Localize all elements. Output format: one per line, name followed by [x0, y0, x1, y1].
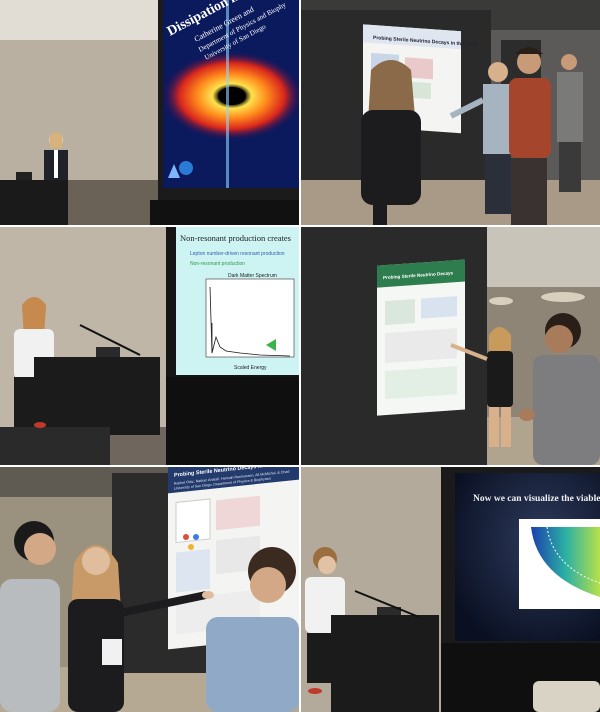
- podium: [34, 357, 160, 435]
- person-background: [557, 54, 583, 192]
- chart-title: Dark Matter Spectrum: [228, 273, 277, 279]
- person-red-sweater: [509, 47, 551, 225]
- photo-speaker-spectrum-slide: Non-resonant production creates Lepton n…: [0, 227, 299, 465]
- podium: [0, 180, 68, 225]
- ceiling-lights: [489, 292, 585, 305]
- photo-poster-presenter-woman: Probing Sterile Neutrino Decays in the E…: [0, 467, 299, 712]
- slide-bullet-2: Non-resonant production: [190, 261, 245, 267]
- green-arrow-icon: [266, 339, 276, 351]
- poster-title: Probing Sterile Neutrino Decays: [383, 270, 454, 280]
- speaker-figure: [305, 547, 345, 683]
- person-presenter-woman: [450, 327, 513, 447]
- photo-speaker-viable-models-slide: Now we can visualize the viable models: [301, 467, 600, 712]
- photo-poster-audience: Probing Sterile Neutrino Decays in the E…: [301, 0, 600, 225]
- speaker-figure: [44, 132, 68, 185]
- logo-seal: [179, 161, 193, 175]
- photo-green-poster-discussion: Probing Sterile Neutrino Decays: [301, 227, 600, 465]
- person-man-suit: [519, 313, 600, 465]
- name-badge: [102, 639, 122, 665]
- photo-speaker-black-hole-slide: Dissipation in Black Catherine Green and…: [0, 0, 299, 225]
- logo-mountain: [168, 164, 180, 178]
- spectrum-line: [209, 286, 291, 357]
- person-left-man: [0, 521, 60, 712]
- person-right-man: [206, 547, 299, 712]
- person-presenter-woman: [68, 545, 214, 712]
- microphone: [354, 590, 420, 618]
- slide-title: Non-resonant production creates: [180, 233, 291, 243]
- microphone: [79, 324, 141, 356]
- podium: [331, 615, 439, 712]
- spectrum-plot: [205, 278, 295, 358]
- slide-bullet-1: Lepton number-driven resonant production: [190, 251, 285, 257]
- slide-title: Now we can visualize the viable models: [473, 494, 600, 504]
- x-axis-label: Scaled Energy: [234, 365, 267, 371]
- person-woman-back: [361, 60, 421, 225]
- person-presenter: [449, 62, 513, 214]
